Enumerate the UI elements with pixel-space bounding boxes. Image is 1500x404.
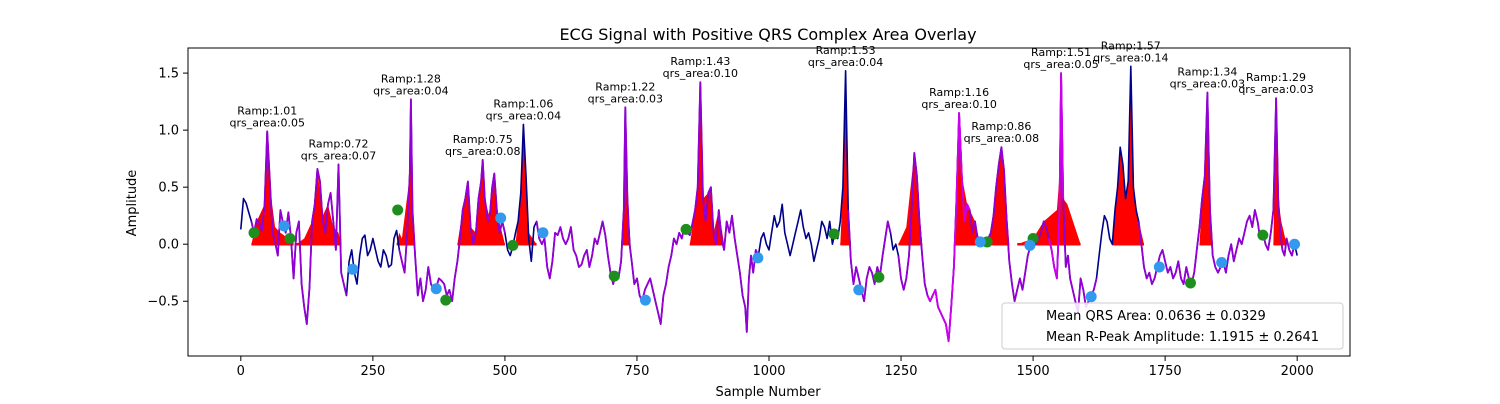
qrs-area-fill-7 — [689, 82, 725, 245]
x-tick-label-0: 0 — [237, 364, 245, 379]
qrs-segment-line-1 — [250, 130, 348, 325]
qrs-segment-alt-line-1 — [926, 112, 971, 343]
onset-marker-3 — [392, 204, 404, 216]
annotation-ramp-7: Ramp:1.43 — [670, 55, 730, 68]
x-tick-label-750: 750 — [625, 364, 650, 379]
onset-marker-2 — [284, 233, 296, 245]
qrs-area-fill-6 — [621, 107, 631, 245]
annotation-ramp-9: Ramp:1.16 — [929, 86, 989, 99]
qrs-area-fill-1 — [251, 131, 294, 245]
x-tick-label-1250: 1250 — [884, 364, 917, 379]
offset-marker-5 — [537, 227, 549, 239]
annotation-qrs-area-3: qrs_area:0.04 — [373, 84, 448, 97]
annotation-qrs-area-13: qrs_area:0.03 — [1170, 77, 1245, 90]
annotation-ramp-5: Ramp:1.06 — [493, 97, 553, 110]
legend: Mean QRS Area: 0.0636 ± 0.0329 Mean R-Pe… — [1001, 302, 1344, 350]
annotation-qrs-area-10: qrs_area:0.08 — [964, 132, 1039, 145]
x-tick-label-1500: 1500 — [1017, 364, 1050, 379]
offset-marker-9 — [974, 236, 986, 248]
annotation-qrs-area-14: qrs_area:0.03 — [1238, 83, 1313, 96]
x-tick-label-250: 250 — [360, 364, 385, 379]
annotation-qrs-area-9: qrs_area:0.10 — [921, 98, 996, 111]
onset-marker-8 — [828, 228, 840, 240]
qrs-segment-line-6 — [1137, 91, 1296, 285]
annotation-qrs-area-5: qrs_area:0.04 — [486, 109, 561, 122]
annotation-ramp-4: Ramp:0.75 — [453, 133, 513, 146]
offset-marker-6 — [639, 294, 651, 306]
offset-marker-14 — [1289, 238, 1301, 250]
legend-entry-r-peak: Mean R-Peak Amplitude: 1.1915 ± 0.2641 — [1046, 330, 1319, 345]
onset-marker-7 — [680, 223, 692, 235]
qrs-area-fill-2 — [296, 168, 342, 245]
onset-marker-12 — [1184, 277, 1196, 289]
onset-marker-13 — [1257, 229, 1269, 241]
offset-marker-3 — [430, 283, 442, 295]
annotation-ramp-2: Ramp:0.72 — [309, 137, 369, 150]
annotation-ramp-11: Ramp:1.51 — [1031, 46, 1091, 59]
x-tick-label-2000: 2000 — [1281, 364, 1314, 379]
annotation-qrs-area-7: qrs_area:0.10 — [663, 67, 738, 80]
annotation-qrs-area-12: qrs_area:0.14 — [1093, 51, 1168, 64]
y-tick-label--0.5: −0.5 — [147, 295, 179, 310]
qrs-area-fill-4 — [457, 159, 505, 245]
y-tick-label-0.5: 0.5 — [158, 181, 179, 196]
annotation-qrs-area-11: qrs_area:0.05 — [1023, 58, 1098, 71]
qrs-area-fill-12 — [1017, 73, 1081, 245]
y-axis-label: Amplitude — [125, 170, 140, 237]
onset-marker-5 — [507, 239, 519, 251]
offset-marker-13 — [1216, 256, 1228, 268]
offset-marker-2 — [347, 263, 359, 275]
qrs-area-fill-13 — [1112, 66, 1144, 245]
onset-marker-6 — [608, 270, 620, 282]
y-tick-label-1: 1.0 — [158, 124, 179, 139]
chart-title: ECG Signal with Positive QRS Complex Are… — [559, 25, 976, 44]
ecg-signal-line — [240, 65, 1298, 342]
qrs-segment-line-2 — [398, 98, 506, 303]
annotation-ramp-10: Ramp:0.86 — [971, 120, 1031, 133]
x-tick-label-500: 500 — [492, 364, 517, 379]
annotation-qrs-area-8: qrs_area:0.04 — [808, 56, 883, 69]
onset-marker-4 — [440, 294, 452, 306]
x-tick-label-1000: 1000 — [752, 364, 785, 379]
annotation-qrs-area-6: qrs_area:0.03 — [588, 92, 663, 105]
annotation-ramp-12: Ramp:1.57 — [1101, 39, 1161, 52]
legend-box — [1001, 302, 1344, 350]
qrs-segment-alt-line-2 — [1048, 72, 1065, 280]
y-tick-label-1.5: 1.5 — [158, 67, 179, 82]
annotation-ramp-14: Ramp:1.29 — [1246, 71, 1306, 84]
legend-entry-qrs-area: Mean QRS Area: 0.0636 ± 0.0329 — [1046, 309, 1266, 324]
offset-marker-11 — [1085, 291, 1097, 303]
onset-marker-1 — [248, 227, 260, 239]
annotation-qrs-area-1: qrs_area:0.05 — [229, 116, 304, 129]
annotation-ramp-13: Ramp:1.34 — [1177, 65, 1237, 78]
offset-marker-10 — [1024, 239, 1036, 251]
qrs-area-fill-8 — [840, 70, 851, 245]
offset-marker-8 — [853, 284, 865, 296]
annotation-qrs-area-4: qrs_area:0.08 — [445, 145, 520, 158]
annotation-ramp-6: Ramp:1.22 — [595, 80, 655, 93]
onset-marker-9 — [873, 271, 885, 283]
annotation-ramp-3: Ramp:1.28 — [381, 72, 441, 85]
offset-marker-12 — [1153, 261, 1165, 273]
offset-marker-1 — [278, 220, 290, 232]
qrs-segment-line-4 — [847, 209, 892, 303]
x-tick-label-1750: 1750 — [1149, 364, 1182, 379]
plot-area: Ramp:1.01qrs_area:0.05Ramp:0.72qrs_area:… — [147, 39, 1351, 379]
offset-marker-7 — [752, 252, 764, 264]
annotation-ramp-1: Ramp:1.01 — [237, 104, 297, 117]
annotation-qrs-area-2: qrs_area:0.07 — [301, 149, 376, 162]
x-axis-label: Sample Number — [715, 385, 821, 400]
offset-marker-4 — [495, 212, 507, 224]
annotation-ramp-8: Ramp:1.53 — [816, 44, 876, 57]
y-tick-label-0: 0.0 — [158, 238, 179, 253]
qrs-segment-line-3 — [535, 81, 760, 333]
